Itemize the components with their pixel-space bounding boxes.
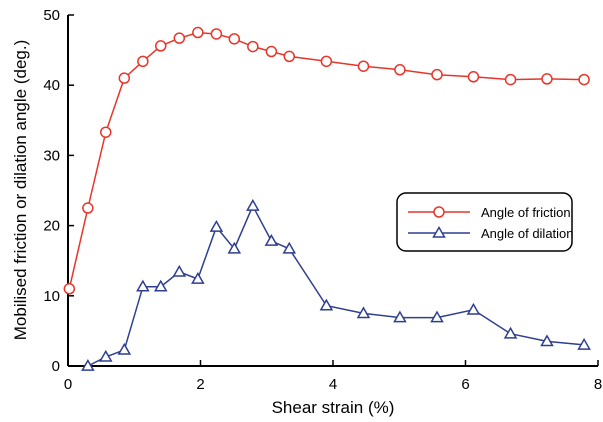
data-point bbox=[228, 33, 241, 45]
data-point bbox=[578, 73, 590, 86]
y-tick-label: 50 bbox=[43, 7, 60, 24]
data-point bbox=[117, 342, 132, 355]
series-layer bbox=[63, 26, 591, 371]
data-point bbox=[394, 64, 406, 76]
axes bbox=[67, 15, 598, 367]
y-tick-label: 10 bbox=[43, 288, 60, 305]
x-tick-label: 0 bbox=[64, 376, 72, 393]
data-point bbox=[82, 202, 94, 214]
data-point bbox=[320, 55, 333, 68]
data-point bbox=[209, 219, 224, 232]
legend-swatch-friction-marker bbox=[433, 206, 445, 218]
data-point bbox=[577, 337, 591, 350]
data-point bbox=[191, 271, 205, 284]
y-tick-label: 0 bbox=[52, 358, 60, 375]
data-point bbox=[466, 302, 481, 315]
data-point bbox=[264, 234, 279, 246]
x-axis-title: Shear strain (%) bbox=[272, 398, 395, 417]
data-point bbox=[467, 71, 480, 83]
series-dilation bbox=[81, 198, 591, 371]
data-point bbox=[247, 40, 259, 53]
data-point bbox=[173, 32, 186, 44]
y-axis-title: Mobilised friction or dilation angle (de… bbox=[11, 40, 30, 341]
data-point bbox=[137, 55, 149, 68]
x-ticks: 0 2 4 6 8 bbox=[64, 360, 602, 393]
data-point bbox=[246, 198, 260, 211]
data-point bbox=[431, 68, 443, 81]
legend: Angle of friction Angle of dilation bbox=[396, 192, 574, 252]
data-point bbox=[319, 298, 334, 311]
data-point bbox=[282, 241, 297, 254]
data-point bbox=[541, 73, 553, 85]
x-tick-label: 4 bbox=[329, 376, 337, 393]
legend-box bbox=[396, 192, 573, 252]
y-tick-label: 20 bbox=[43, 218, 60, 235]
data-point bbox=[172, 264, 187, 277]
data-point bbox=[98, 349, 113, 362]
data-point bbox=[210, 28, 223, 40]
y-tick-label: 40 bbox=[43, 77, 60, 94]
x-tick-label: 2 bbox=[196, 376, 204, 393]
data-point bbox=[63, 283, 76, 295]
data-point bbox=[265, 45, 278, 58]
data-point bbox=[504, 73, 517, 86]
legend-swatch-dilation-marker bbox=[432, 226, 446, 238]
data-point bbox=[503, 326, 518, 339]
data-point bbox=[540, 334, 554, 347]
data-point bbox=[192, 26, 204, 39]
data-point bbox=[100, 126, 112, 138]
y-ticks: 0 10 20 30 40 50 bbox=[43, 7, 74, 375]
data-point bbox=[357, 60, 370, 72]
data-point bbox=[356, 306, 371, 319]
data-point bbox=[155, 40, 167, 52]
legend-label-friction: Angle of friction bbox=[481, 205, 571, 220]
y-tick-label: 30 bbox=[43, 147, 60, 164]
legend-label-dilation: Angle of dilation bbox=[481, 226, 574, 241]
data-point bbox=[393, 310, 407, 323]
data-point bbox=[118, 72, 131, 84]
x-tick-label: 6 bbox=[461, 376, 469, 393]
data-point bbox=[153, 279, 168, 292]
data-point bbox=[81, 358, 95, 371]
series-friction bbox=[63, 26, 590, 295]
data-point bbox=[227, 241, 242, 254]
x-tick-label: 8 bbox=[594, 376, 602, 393]
data-point bbox=[430, 310, 444, 323]
data-point bbox=[136, 279, 150, 292]
data-point bbox=[283, 50, 296, 63]
